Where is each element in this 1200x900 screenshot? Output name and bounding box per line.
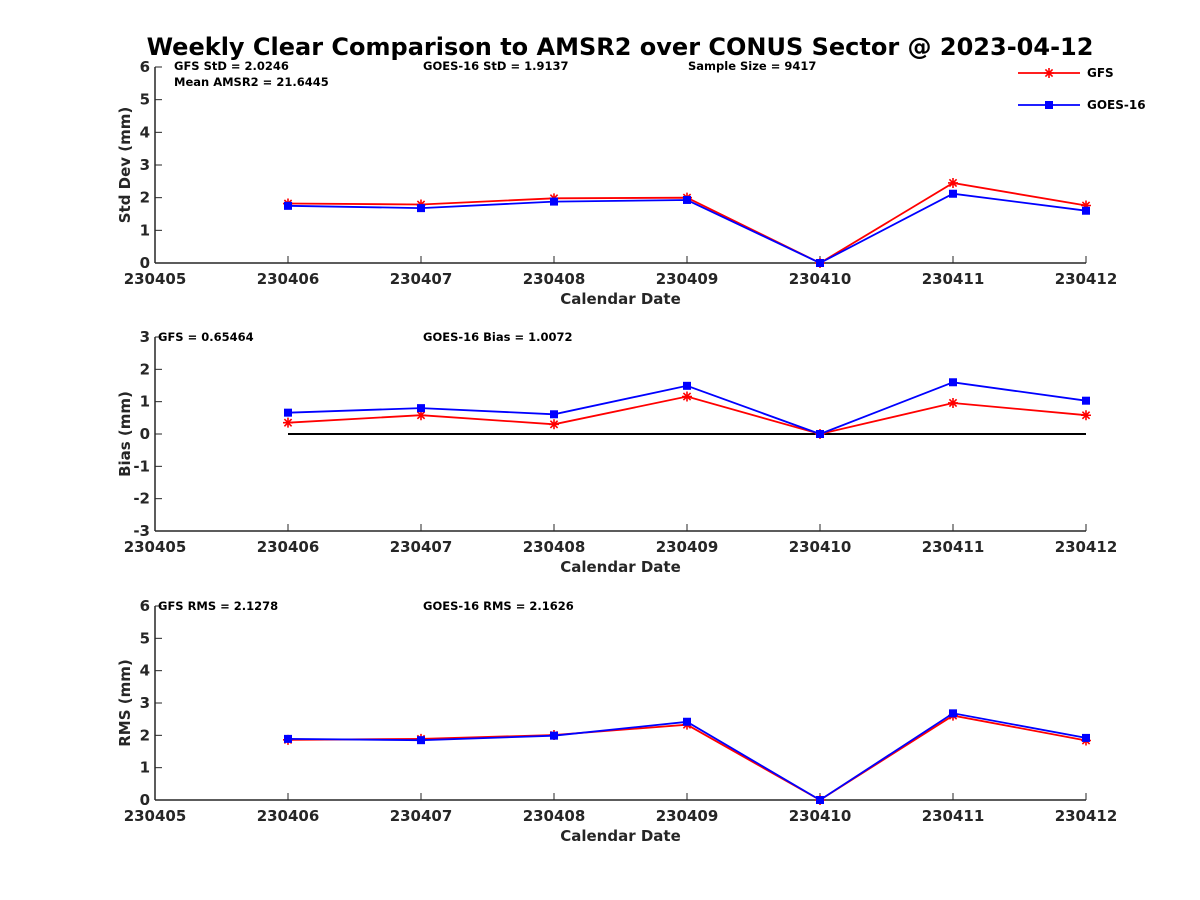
y-tick-label: 3 [140,694,150,712]
data-point-gfs [283,417,293,428]
data-point-goes-16 [284,408,292,417]
y-axis-label: Std Dev (mm) [116,107,134,224]
panel-2: -3 -2 -1 0 1 2 3 230405 230406 230407 230408 230409… [116,328,1117,576]
x-tick-label: 230410 [789,538,852,556]
data-point-gfs [549,419,559,430]
y-tick-label: 0 [140,254,150,272]
x-tick-label: 230406 [257,538,320,556]
x-tick-label: 230408 [523,807,586,825]
data-point-goes-16 [816,259,824,267]
x-tick-label: 230409 [656,807,719,825]
data-point-goes-16 [417,204,425,213]
x-tick-label: 230410 [789,807,852,825]
stat-annotation: GFS = 0.65464 [158,330,254,344]
data-point-goes-16 [683,195,691,204]
y-tick-label: 1 [140,759,150,777]
y-tick-label: 1 [140,221,150,239]
chart-title: Weekly Clear Comparison to AMSR2 over CO… [147,33,1094,61]
y-tick-label: 6 [140,597,150,615]
legend-marker-gfs [1044,68,1054,78]
y-tick-label: 2 [140,726,150,744]
y-tick-label: 5 [140,91,150,109]
data-point-gfs [416,410,426,421]
data-point-goes-16 [683,717,691,726]
y-tick-label: 0 [140,791,150,809]
data-point-goes-16 [949,709,957,718]
data-point-goes-16 [417,404,425,413]
x-tick-label: 230406 [257,807,320,825]
y-tick-label: 6 [140,58,150,76]
y-tick-label: 3 [140,328,150,346]
y-tick-label: 0 [140,425,150,443]
x-axis-label: Calendar Date [560,827,681,845]
stat-annotation: GFS StD = 2.0246 [174,59,289,73]
y-tick-label: 2 [140,360,150,378]
stat-annotation: Mean AMSR2 = 21.6445 [174,75,329,89]
y-tick-label: 2 [140,189,150,207]
x-tick-label: 230408 [523,270,586,288]
y-tick-label: -3 [133,522,150,540]
y-tick-label: 4 [140,123,150,141]
y-axis-label: Bias (mm) [116,391,134,477]
x-tick-label: 230410 [789,270,852,288]
legend-label-gfs: GFS [1087,66,1114,80]
x-tick-label: 230406 [257,270,320,288]
data-point-goes-16 [949,378,957,387]
x-tick-label: 230412 [1055,807,1118,825]
data-point-goes-16 [284,201,292,210]
x-tick-label: 230405 [124,538,187,556]
data-point-goes-16 [550,410,558,419]
x-tick-label: 230407 [390,538,453,556]
y-tick-label: -1 [133,457,150,475]
x-axis-label: Calendar Date [560,290,681,308]
panel-3: 0 1 2 3 4 5 6 230405 230406 230407 230408 230409 230… [116,597,1117,845]
stat-annotation: GOES-16 Bias = 1.0072 [423,330,572,344]
data-point-goes-16 [550,731,558,740]
stat-annotation: GOES-16 RMS = 2.1626 [423,599,574,613]
data-point-goes-16 [949,189,957,198]
data-point-goes-16 [284,734,292,743]
stat-annotation: GFS RMS = 2.1278 [158,599,278,613]
x-tick-label: 230411 [922,807,985,825]
legend-label-goes-16: GOES-16 [1087,98,1146,112]
panel-1: 0 1 2 3 4 5 6 230405 230406 230407 230408 230409 230… [116,58,1117,308]
y-tick-label: 1 [140,393,150,411]
x-tick-label: 230412 [1055,538,1118,556]
data-point-gfs [1081,200,1091,211]
x-tick-label: 230411 [922,538,985,556]
legend: GFS GOES-16 [1018,66,1146,112]
y-tick-label: -2 [133,490,150,508]
x-tick-label: 230407 [390,807,453,825]
data-point-gfs [682,391,692,402]
y-tick-label: 5 [140,629,150,647]
y-tick-label: 3 [140,156,150,174]
legend-marker-goes-16 [1045,101,1053,109]
data-point-goes-16 [816,430,824,438]
x-tick-label: 230407 [390,270,453,288]
data-point-goes-16 [1082,206,1090,215]
stat-annotation: Sample Size = 9417 [688,59,816,73]
x-tick-label: 230408 [523,538,586,556]
data-point-goes-16 [1082,396,1090,405]
data-point-goes-16 [417,736,425,745]
x-axis-label: Calendar Date [560,558,681,576]
x-tick-label: 230412 [1055,270,1118,288]
x-tick-label: 230409 [656,538,719,556]
data-point-goes-16 [550,197,558,206]
data-point-gfs [948,177,958,188]
data-point-gfs [948,397,958,408]
data-point-gfs [1081,410,1091,421]
x-tick-label: 230411 [922,270,985,288]
data-point-goes-16 [683,381,691,390]
data-point-goes-16 [1082,733,1090,742]
y-axis-label: RMS (mm) [116,659,134,746]
y-tick-label: 4 [140,662,150,680]
x-tick-label: 230405 [124,807,187,825]
stat-annotation: GOES-16 StD = 1.9137 [423,59,568,73]
data-point-goes-16 [816,796,824,804]
x-tick-label: 230409 [656,270,719,288]
x-tick-label: 230405 [124,270,187,288]
